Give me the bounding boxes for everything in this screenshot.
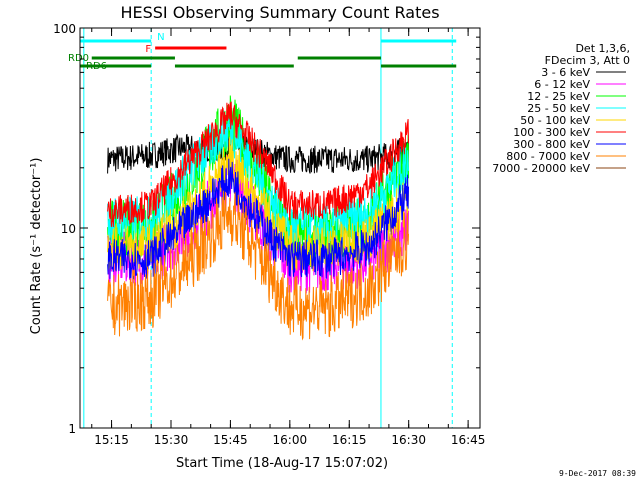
y-tick-label-1: 10 xyxy=(61,222,76,236)
flag-label-0: N xyxy=(157,32,164,43)
x-tick-label-2: 15:45 xyxy=(213,433,248,447)
chart-title: HESSI Observing Summary Count Rates xyxy=(120,3,439,22)
series-line-7 xyxy=(107,190,409,341)
legend-label-1: 6 - 12 keV xyxy=(534,78,590,91)
axes: 15:15 15:30 15:45 16:00 16:15 16:30 16:45 1 10 10… xyxy=(53,22,485,447)
legend-label-5: 100 - 300 keV xyxy=(513,126,590,139)
x-tick-label-6: 16:45 xyxy=(451,433,486,447)
legend-header-1: FDecim 3, Att 0 xyxy=(545,54,630,67)
x-tick-label-1: 15:30 xyxy=(154,433,189,447)
series-line-6 xyxy=(107,158,409,280)
x-tick-label-5: 16:30 xyxy=(391,433,426,447)
legend-label-0: 3 - 6 keV xyxy=(541,66,590,79)
x-tick-label-4: 16:15 xyxy=(332,433,367,447)
flag-label-2: RD0 xyxy=(68,53,89,64)
x-axis-label: Start Time (18-Aug-17 15:07:02) xyxy=(176,456,388,471)
series-line-5 xyxy=(107,101,409,228)
flag-label-1: F xyxy=(145,44,151,55)
legend-label-4: 50 - 100 keV xyxy=(520,114,590,127)
legend-label-3: 25 - 50 keV xyxy=(527,102,590,115)
legend-label-7: 800 - 7000 keV xyxy=(506,150,590,163)
date-stamp: 9-Dec-2017 08:39 xyxy=(559,469,636,478)
y-tick-label-0: 1 xyxy=(68,422,76,436)
x-tick-label-0: 15:15 xyxy=(94,433,129,447)
y-axis-label: Count Rate (s⁻¹ detector⁻¹) xyxy=(29,158,44,335)
series-line-3 xyxy=(107,109,409,251)
y-tick-label-2: 100 xyxy=(53,22,76,36)
flag-label-3: RD6 xyxy=(86,61,107,72)
legend-label-2: 12 - 25 keV xyxy=(527,90,590,103)
legend-label-6: 300 - 800 keV xyxy=(513,138,590,151)
legend-header-0: Det 1,3,6, xyxy=(575,42,630,55)
x-tick-label-3: 16:00 xyxy=(273,433,308,447)
legend-label-8: 7000 - 20000 keV xyxy=(492,162,590,175)
